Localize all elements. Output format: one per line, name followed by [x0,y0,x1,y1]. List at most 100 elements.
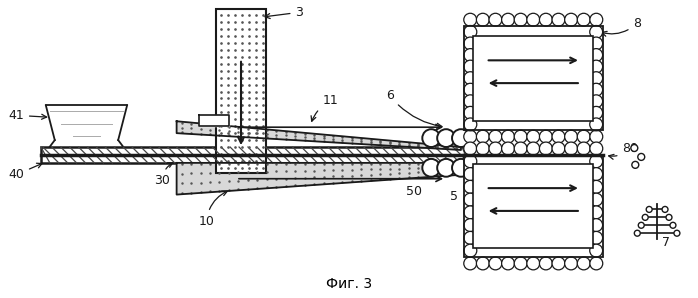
Circle shape [452,159,470,177]
Circle shape [590,130,603,143]
Circle shape [502,142,514,155]
Circle shape [464,155,477,168]
Circle shape [489,257,502,270]
Circle shape [590,95,602,108]
Circle shape [590,83,602,96]
Circle shape [565,142,577,155]
Circle shape [527,13,540,26]
Circle shape [642,214,648,220]
Circle shape [477,142,489,155]
Circle shape [464,206,477,219]
Circle shape [452,129,470,147]
Text: 40: 40 [8,163,42,181]
Text: 80: 80 [609,142,639,159]
Polygon shape [200,115,229,126]
Circle shape [464,219,477,232]
Circle shape [590,232,602,244]
Circle shape [464,26,477,38]
Circle shape [540,257,552,270]
Circle shape [464,118,477,131]
Circle shape [552,13,565,26]
Circle shape [577,257,590,270]
Text: 8: 8 [602,17,641,36]
Bar [41,147,469,163]
Polygon shape [177,121,461,150]
Circle shape [437,129,455,147]
Bar [464,26,602,130]
Circle shape [477,130,489,143]
Circle shape [463,142,477,155]
Bar [464,155,602,257]
Text: 6: 6 [386,89,442,128]
Circle shape [646,207,652,212]
Circle shape [464,244,477,257]
Circle shape [422,159,440,177]
Polygon shape [177,163,461,195]
Text: 7: 7 [662,236,670,249]
Circle shape [463,130,477,143]
Circle shape [552,130,565,143]
Circle shape [489,13,502,26]
Circle shape [631,145,638,151]
Circle shape [590,155,602,168]
Circle shape [552,142,565,155]
Circle shape [527,130,540,143]
Circle shape [437,159,455,177]
Circle shape [502,257,514,270]
Circle shape [565,257,577,270]
Circle shape [502,130,514,143]
Circle shape [527,257,540,270]
Circle shape [540,130,552,143]
Circle shape [464,37,477,50]
Circle shape [422,129,440,147]
Bar [464,155,602,257]
Circle shape [489,142,502,155]
Circle shape [502,13,514,26]
Circle shape [632,162,639,168]
Circle shape [514,130,527,143]
Text: 30: 30 [154,163,173,187]
Circle shape [662,207,668,212]
Text: 50: 50 [406,184,422,198]
Circle shape [565,13,577,26]
Text: 10: 10 [198,191,228,228]
Circle shape [638,153,645,160]
Text: Фиг. 3: Фиг. 3 [326,277,372,291]
Circle shape [590,37,602,50]
Text: 5: 5 [450,190,458,203]
Circle shape [514,13,527,26]
Circle shape [464,95,477,108]
Circle shape [590,180,602,193]
Circle shape [590,106,602,119]
Circle shape [464,168,477,181]
Circle shape [577,142,590,155]
Circle shape [540,142,552,155]
Text: 11: 11 [311,94,338,121]
Circle shape [590,13,603,26]
Bar [464,26,602,130]
Text: 3: 3 [265,6,304,19]
Circle shape [552,257,565,270]
Circle shape [638,222,644,228]
Circle shape [464,180,477,193]
Circle shape [464,60,477,73]
Circle shape [577,13,590,26]
Circle shape [590,193,602,206]
Circle shape [477,257,489,270]
Circle shape [670,222,676,228]
Circle shape [590,118,602,131]
Circle shape [464,193,477,206]
Circle shape [464,83,477,96]
Circle shape [590,219,602,232]
Circle shape [464,232,477,244]
Circle shape [565,130,577,143]
Circle shape [527,142,540,155]
Circle shape [477,13,489,26]
Circle shape [590,60,602,73]
Circle shape [634,230,640,236]
Circle shape [463,13,477,26]
Bar [473,164,593,248]
Circle shape [666,214,672,220]
Circle shape [514,142,527,155]
Circle shape [590,257,603,270]
